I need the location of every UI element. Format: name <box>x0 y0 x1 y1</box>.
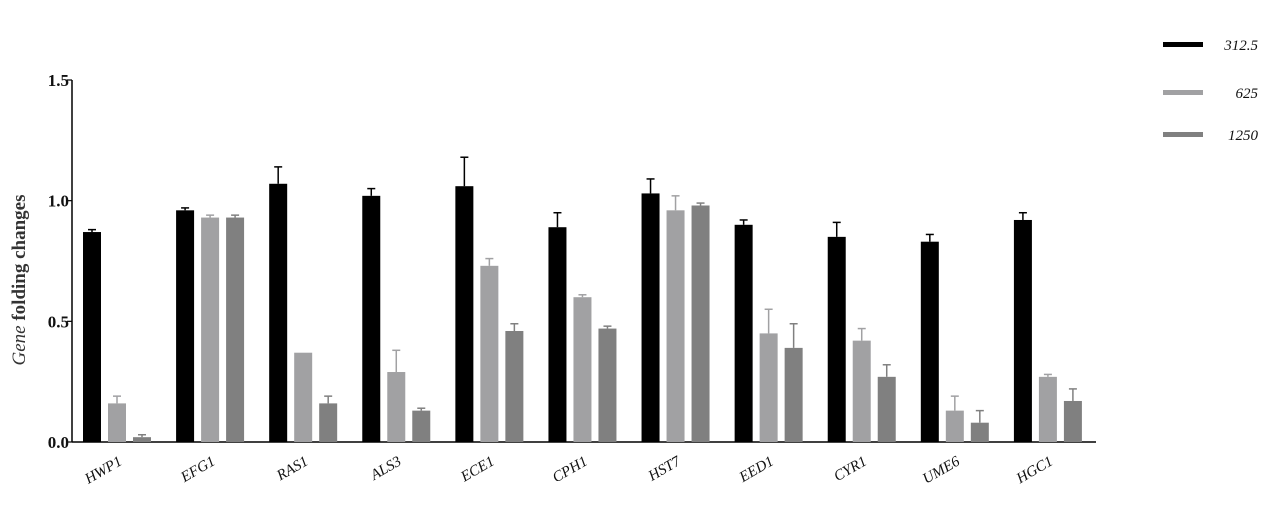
bar <box>970 422 989 442</box>
bar <box>691 205 710 442</box>
bar <box>387 372 406 442</box>
x-tick-label: RAS1 <box>273 454 311 485</box>
bar <box>133 437 151 442</box>
y-tick-label: 1.0 <box>48 192 69 211</box>
x-tick-label: HGC1 <box>1013 454 1056 488</box>
bar <box>598 328 617 442</box>
bar <box>201 217 220 442</box>
bar <box>108 403 126 442</box>
bar <box>827 236 846 442</box>
x-tick-label: UME6 <box>920 453 963 487</box>
bar <box>945 410 964 442</box>
y-tick-label: 0.5 <box>48 312 69 331</box>
bar <box>480 265 499 442</box>
y-tick-label: 1.5 <box>48 71 69 90</box>
x-tick-label: ALS3 <box>367 454 404 485</box>
legend: 312.5 625 1250 <box>1163 38 1259 144</box>
bar <box>1038 376 1057 442</box>
bar <box>852 340 871 442</box>
x-tick-label: HST7 <box>645 453 685 485</box>
legend-label: 312.5 <box>1223 38 1258 54</box>
x-tick-label: HWP1 <box>81 454 125 488</box>
bar <box>734 224 753 442</box>
legend-swatch <box>1163 132 1203 137</box>
bar <box>759 333 778 442</box>
bar <box>269 183 288 443</box>
y-tick-label: 0.0 <box>48 433 69 452</box>
x-tick-label: EED1 <box>736 454 777 487</box>
bar <box>920 241 939 442</box>
bar <box>362 195 381 442</box>
bar <box>666 210 685 442</box>
bar <box>176 210 195 442</box>
x-tick-labels: HWP1 EFG1 RAS1 ALS3 ECE1 CPH1 HST7 EED1 CYR1 UME6… <box>81 453 1055 488</box>
x-tick-label: CPH1 <box>550 454 590 487</box>
x-tick-label: EFG1 <box>177 454 218 487</box>
bar <box>226 217 245 442</box>
legend-label: 1250 <box>1228 128 1259 144</box>
x-tick-label: CYR1 <box>831 454 869 485</box>
bar <box>294 352 313 442</box>
bar <box>319 403 338 442</box>
bar <box>877 376 896 442</box>
bar <box>641 193 660 442</box>
legend-swatch <box>1163 90 1203 95</box>
x-tick-label: ECE1 <box>457 454 497 486</box>
y-axis-label: Gene folding changes <box>9 194 30 365</box>
bar <box>573 297 592 442</box>
bar <box>548 227 567 442</box>
bars <box>83 156 1082 443</box>
bar <box>412 410 431 442</box>
bar <box>83 232 101 442</box>
y-axis-label-rest: folding changes <box>9 194 30 325</box>
legend-swatch <box>1163 42 1203 47</box>
legend-label: 625 <box>1236 86 1259 102</box>
bar <box>505 330 524 442</box>
bar <box>1013 219 1032 442</box>
bar <box>455 186 474 442</box>
y-axis-label-italic: Gene <box>9 325 30 365</box>
bar <box>784 347 803 442</box>
bar <box>1063 400 1082 442</box>
